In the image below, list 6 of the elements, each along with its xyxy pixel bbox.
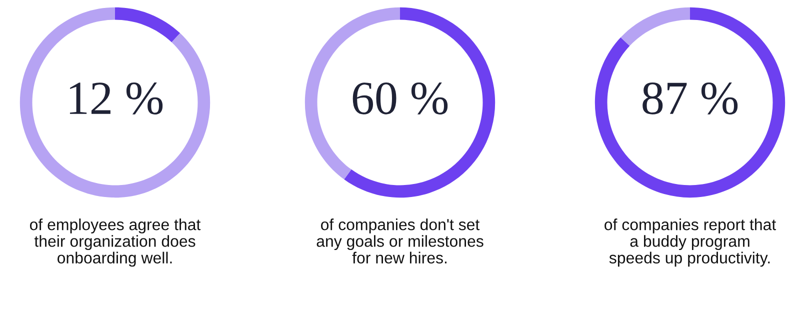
text: of companies report that a buddy program speeds up productivity.: [604, 218, 776, 267]
data-label: 60 %: [352, 82, 448, 114]
text: of employees agree that their organization does onboarding well.: [30, 218, 201, 267]
text: of companies don't set any goals or milestones for new hires.: [316, 218, 484, 264]
data-label: 12 %: [70, 82, 163, 114]
data-label: 87 %: [642, 82, 738, 114]
